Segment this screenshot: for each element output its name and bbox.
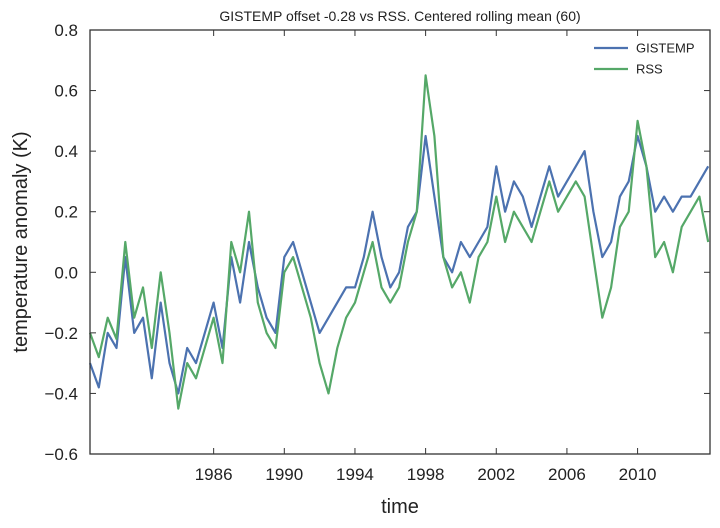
y-tick-label: −0.4 [44,384,78,403]
y-axis-label: temperature anomaly (K) [10,131,32,352]
chart-title: GISTEMP offset -0.28 vs RSS. Centered ro… [219,8,580,24]
series-line-rss [88,74,710,410]
x-tick-label: 1998 [407,465,445,484]
y-tick-label: 0.2 [54,203,78,222]
axes-layer: 1986 1990 1994 1998 2002 2006 2010 −0.6 −0.4 −0.2… [44,21,710,484]
y-tick-label: −0.6 [44,445,78,464]
x-tick-label: 2006 [548,465,586,484]
series-line-gistemp [88,134,710,395]
legend-label-rss: RSS [636,62,663,77]
x-tick-label: 1990 [265,465,303,484]
y-tick-label: −0.2 [44,324,78,343]
x-tick-label: 1994 [336,465,374,484]
legend: GISTEMP RSS [594,41,695,77]
x-tick-label: 2002 [477,465,515,484]
plot-frame [89,29,711,455]
x-tick-label: 2010 [619,465,657,484]
y-tick-label: 0.4 [54,142,78,161]
y-tick-label: 0.8 [54,21,78,40]
x-axis-label: time [381,496,419,518]
series-layer [88,74,710,410]
x-tick-label: 1986 [195,465,233,484]
y-tick-label: 0.0 [54,263,78,282]
legend-label-gistemp: GISTEMP [636,41,695,56]
y-tick-label: 0.6 [54,82,78,101]
